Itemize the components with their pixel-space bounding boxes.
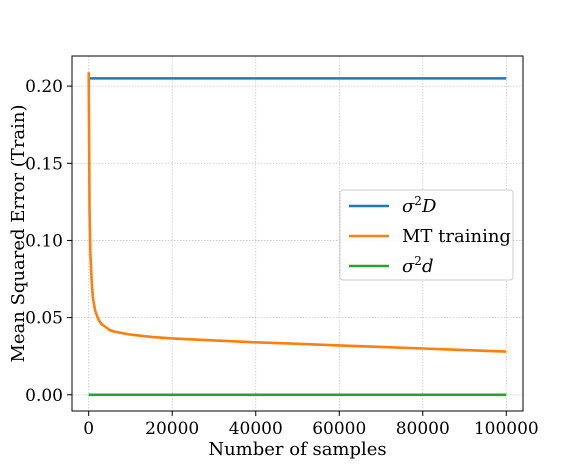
y-tick-label: 0.15 [25, 154, 63, 174]
y-tick-label: 0.05 [25, 309, 63, 329]
series-lines [87, 72, 507, 397]
y-tick-label: 0.00 [25, 386, 63, 406]
legend-label: σ2d [402, 254, 433, 277]
x-tick-label: 80000 [396, 419, 450, 439]
x-tick-label: 20000 [145, 419, 199, 439]
x-tick-label: 100000 [474, 419, 539, 439]
legend-label: σ2D [402, 194, 437, 217]
x-axis-label: Number of samples [208, 439, 386, 460]
x-tick-label: 60000 [312, 419, 366, 439]
series-line-2 [87, 72, 507, 353]
y-axis-ticks: 0.00 0.05 0.10 0.15 0.20 [25, 77, 72, 406]
x-axis-ticks: 0 20000 40000 60000 80000 100000 [83, 411, 539, 439]
y-tick-label: 0.20 [25, 77, 63, 97]
legend-box [339, 189, 514, 281]
y-tick-label: 0.10 [25, 231, 63, 251]
legend: σ2D MT training σ2d [339, 189, 514, 281]
y-axis-label: Mean Squared Error (Train) [8, 104, 29, 362]
x-tick-label: 40000 [229, 419, 283, 439]
x-tick-label: 0 [83, 419, 94, 439]
plot-frame [71, 55, 524, 412]
legend-label: MT training [402, 226, 511, 247]
